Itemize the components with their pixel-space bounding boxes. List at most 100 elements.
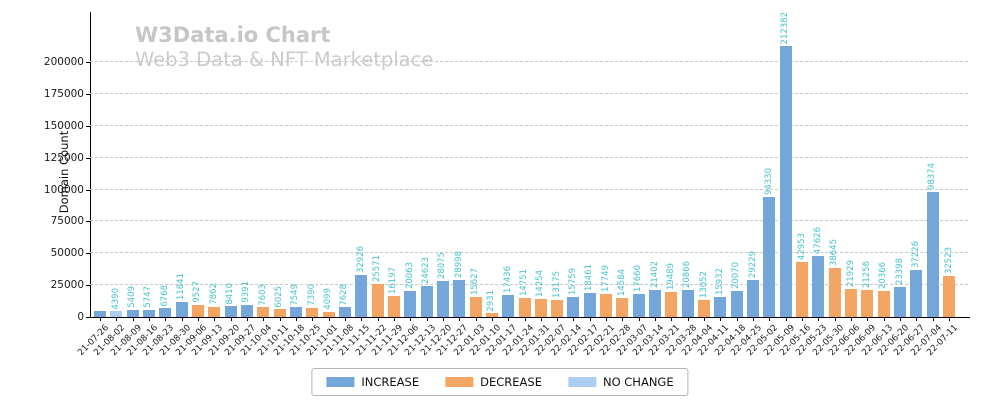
gridline [90, 284, 968, 286]
x-tick-mark [361, 318, 363, 321]
bar-value-label: 5409 [127, 286, 138, 309]
x-tick-mark [589, 318, 591, 321]
gridline [90, 220, 968, 222]
x-tick-mark [736, 318, 738, 321]
x-tick-mark [900, 318, 902, 321]
x-tick-mark [116, 318, 118, 321]
bar-value-label: 20070 [731, 262, 742, 290]
legend-item: NO CHANGE [567, 375, 674, 389]
bar-21-09-27 [240, 305, 253, 317]
y-tick-mark [86, 189, 90, 191]
bar-value-label: 6768 [159, 284, 170, 307]
legend-label: INCREASE [361, 375, 420, 389]
x-tick-mark [214, 318, 216, 321]
y-tick-mark [86, 125, 90, 127]
bar-value-label: 20063 [404, 262, 415, 290]
bar-22-02-14 [567, 296, 580, 317]
x-tick-mark [557, 318, 559, 321]
x-tick-mark [883, 318, 885, 321]
bar-21-08-16 [142, 309, 155, 317]
x-tick-mark [295, 318, 297, 321]
x-tick-mark [638, 318, 640, 321]
x-tick-mark [230, 318, 232, 321]
legend: INCREASE DECREASE NO CHANGE [311, 368, 689, 396]
bar-value-label: 19489 [665, 263, 676, 291]
bar-22-02-17 [583, 293, 596, 317]
bar-value-label: 21402 [649, 260, 660, 288]
bar-value-label: 47626 [812, 227, 823, 255]
x-tick-mark [834, 318, 836, 321]
bar-22-04-25 [747, 279, 760, 317]
bar-21-11-29 [387, 296, 400, 317]
legend-item: INCREASE [326, 375, 419, 389]
bar-22-02-28 [616, 298, 629, 317]
y-tick-mark [86, 253, 90, 255]
bar-21-12-06 [404, 291, 417, 317]
y-tick-mark [86, 157, 90, 159]
gridline [90, 252, 968, 254]
bar-value-label: 8410 [225, 282, 236, 305]
x-tick-mark [867, 318, 869, 321]
bar-value-label: 7628 [339, 283, 350, 306]
bar-22-02-21 [600, 294, 613, 317]
x-tick-mark [818, 318, 820, 321]
x-tick-mark [655, 318, 657, 321]
x-tick-mark [753, 318, 755, 321]
bar-value-label: 7390 [306, 283, 317, 306]
y-tick-label: 75000 [50, 215, 84, 228]
y-tick-mark [86, 317, 90, 318]
bar-21-12-27 [453, 280, 466, 317]
bar-21-10-18 [289, 307, 302, 317]
x-tick-mark [949, 318, 950, 321]
bar-value-label: 16197 [388, 267, 399, 295]
bar-value-label: 17436 [502, 265, 513, 293]
bar-22-01-17 [502, 294, 515, 317]
y-tick-mark [86, 221, 90, 223]
bar-value-label: 2931 [486, 289, 497, 312]
bar-21-09-06 [191, 304, 204, 317]
legend-swatch-icon [445, 377, 474, 387]
bar-21-08-23 [159, 308, 172, 317]
x-tick-mark [508, 318, 510, 321]
x-tick-mark [132, 318, 134, 321]
bar-value-label: 32926 [355, 245, 366, 274]
bar-value-label: 15759 [567, 267, 578, 295]
bar-22-03-07 [632, 294, 645, 317]
y-tick-label: 125000 [43, 151, 84, 164]
bar-21-09-20 [224, 306, 237, 317]
bar-22-06-06 [845, 289, 858, 317]
x-tick-mark [197, 318, 199, 321]
legend-label: NO CHANGE [602, 375, 674, 389]
bar-21-11-01 [322, 311, 335, 317]
y-tick-label: 50000 [50, 247, 84, 260]
bar-value-label: 7549 [290, 283, 301, 306]
bar-22-04-11 [714, 296, 727, 317]
bar-21-09-13 [208, 306, 221, 317]
bar-21-08-30 [175, 301, 188, 317]
bar-21-10-25 [306, 307, 319, 317]
gridline [90, 61, 968, 62]
bar-22-05-02 [763, 196, 776, 317]
bar-21-07-26 [94, 311, 106, 317]
bar-22-06-20 [894, 287, 907, 317]
bar-value-label: 4099 [323, 288, 334, 310]
gridline [90, 156, 968, 158]
bar-value-label: 212382 [780, 11, 791, 45]
x-tick-mark [491, 318, 493, 321]
bar-value-label: 9391 [241, 281, 252, 304]
bar-21-12-13 [420, 285, 433, 317]
bar-value-label: 98374 [927, 162, 938, 190]
y-tick-mark [86, 62, 90, 63]
x-tick-mark [851, 318, 853, 321]
bar-22-06-13 [877, 291, 890, 317]
bar-value-label: 18461 [584, 264, 595, 292]
bar-value-label: 42953 [796, 233, 807, 261]
bar-22-01-03 [469, 297, 482, 317]
bar-22-03-28 [681, 290, 694, 317]
y-tick-mark [86, 285, 90, 287]
bar-22-03-21 [665, 292, 678, 317]
bar-22-03-14 [649, 289, 662, 317]
x-tick-mark [671, 318, 673, 321]
x-tick-mark [687, 318, 689, 321]
